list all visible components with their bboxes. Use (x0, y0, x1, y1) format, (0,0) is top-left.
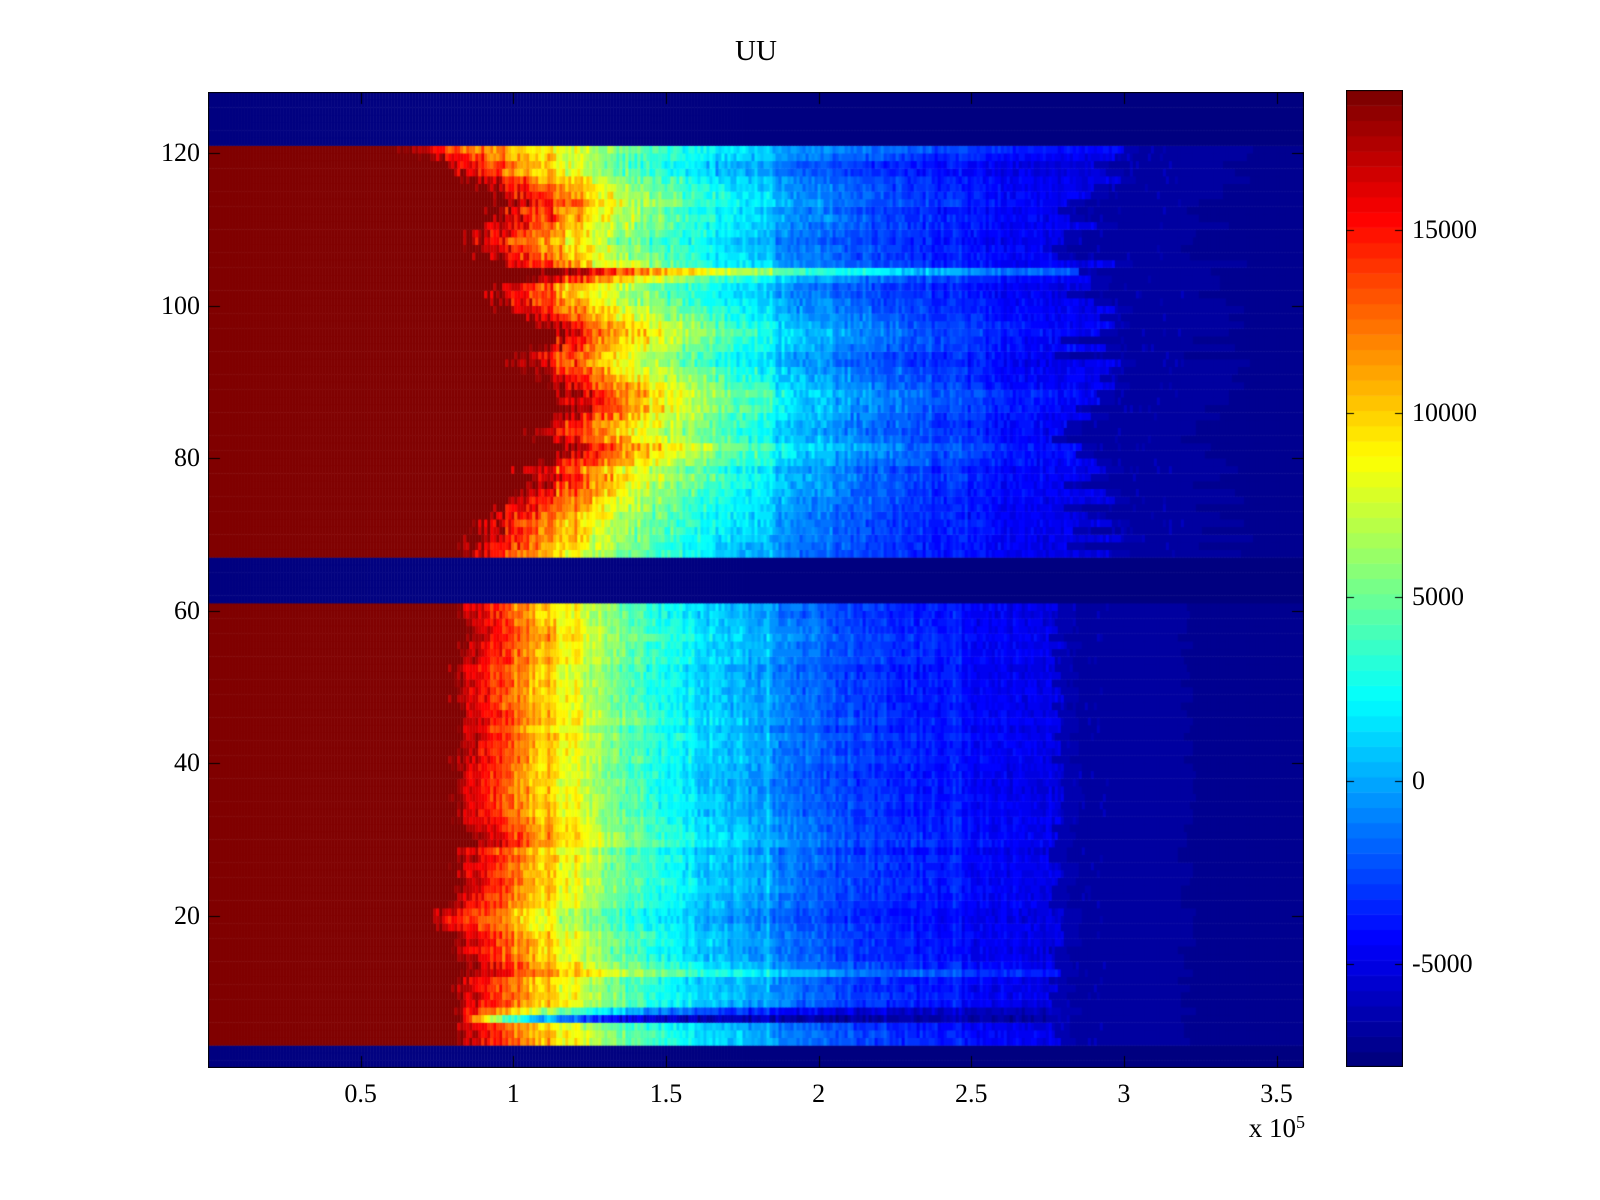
x-tick-label: 2 (812, 1079, 826, 1108)
x-tick-label: 2.5 (954, 1079, 988, 1108)
x-tick-label: 1.5 (649, 1079, 683, 1108)
y-tick-label: 100 (161, 290, 200, 320)
colorbar-tick-label: 10000 (1412, 398, 1477, 428)
heatmap-canvas (208, 92, 1304, 1068)
x-tick-label: 3 (1117, 1079, 1131, 1108)
colorbar-tick-label: 0 (1412, 765, 1425, 795)
x-tick-label: 3.5 (1260, 1079, 1293, 1108)
x-tick-label: 0.5 (344, 1079, 377, 1108)
colorbar-canvas (1346, 90, 1403, 1067)
y-tick-label: 120 (161, 138, 200, 167)
y-tick-label: 20 (174, 900, 200, 930)
y-tick-label: 80 (174, 443, 200, 472)
chart-title: UU (735, 35, 777, 67)
colorbar-tick-label: 5000 (1412, 581, 1464, 611)
exponent-base: x 10 (1248, 1113, 1296, 1143)
x-tick-label: 1 (506, 1079, 520, 1108)
y-tick-label: 40 (174, 748, 200, 777)
colorbar-tick-label: -5000 (1412, 949, 1473, 979)
y-tick-label: 60 (174, 595, 200, 625)
x-axis-exponent-label: x 105 (1125, 1106, 1305, 1144)
colorbar-tick-label: 15000 (1412, 214, 1477, 244)
exponent-power: 5 (1296, 1112, 1305, 1132)
